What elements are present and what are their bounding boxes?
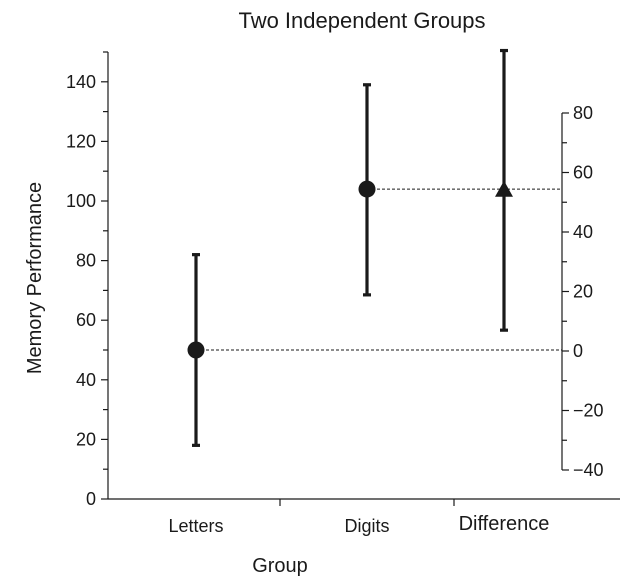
left-tick-label: 0 [86,489,96,509]
left-tick-label: 80 [76,251,96,271]
right-tick-label: 80 [573,103,593,123]
y-axis-label: Memory Performance [24,182,46,374]
data-points [187,180,513,359]
chart-title: Two Independent Groups [238,8,485,33]
right-tick-label: −40 [573,460,604,480]
error-bars [192,48,508,447]
category-label: Difference [459,513,550,535]
right-tick-label: 20 [573,282,593,302]
x-axis-label: Group [252,555,308,577]
left-tick-label: 60 [76,310,96,330]
reference-lines [196,188,562,351]
difference-triangle-marker [495,180,513,197]
right-tick-label: −20 [573,401,604,421]
left-tick-label: 140 [66,72,96,92]
left-tick-label: 120 [66,131,96,151]
category-label: Letters [168,516,223,536]
axes [107,52,620,500]
mean-circle-marker [187,341,205,359]
left-tick-label: 20 [76,429,96,449]
tick-marks [101,51,569,506]
right-tick-label: 0 [573,341,583,361]
left-tick-label: 100 [66,191,96,211]
right-tick-label: 60 [573,163,593,183]
category-labels: Letters Digits Difference [168,513,549,536]
left-tick-label: 40 [76,370,96,390]
mean-circle-marker [358,180,376,198]
category-label: Digits [344,516,389,536]
tick-labels: 0 20 40 60 80 100 120 140 −40 −20 0 20 40 60 80 [66,72,604,509]
right-tick-label: 40 [573,222,593,242]
